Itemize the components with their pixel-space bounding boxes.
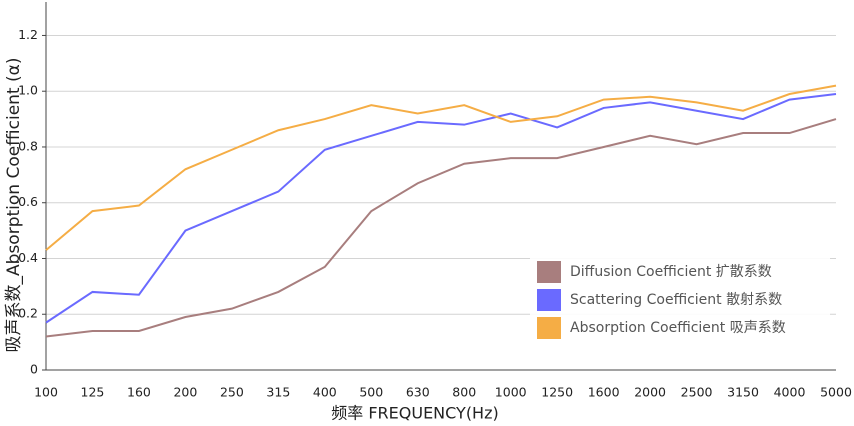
legend-label: Scattering Coefficient 散射系数 [570,292,782,308]
legend-label: Absorption Coefficient 吸声系数 [570,320,786,336]
y-tick-label: 0 [30,362,38,377]
legend-swatch [537,261,561,283]
x-tick-label: 160 [127,385,151,400]
x-tick-label: 2000 [634,385,666,400]
y-tick-label: 0.4 [18,250,38,265]
series-line [45,93,837,324]
y-tick-label: 1.2 [18,27,38,42]
legend-swatch [537,317,561,339]
legend-swatch [537,289,561,311]
x-tick-label: 800 [452,385,476,400]
x-tick-label: 630 [406,385,430,400]
x-tick-label: 4000 [774,385,806,400]
legend-label: Diffusion Coefficient 扩散系数 [570,264,772,280]
y-tick-label: 1.0 [18,83,38,98]
y-tick-label: 0.6 [18,194,38,209]
x-tick-label: 2500 [681,385,713,400]
series-line [45,118,837,338]
x-tick-label: 400 [313,385,337,400]
y-tick-label: 0.8 [18,138,38,153]
x-tick-label: 1600 [588,385,620,400]
x-tick-label: 100 [34,385,58,400]
x-tick-label: 3150 [727,385,759,400]
legend-box [530,255,830,347]
y-axis-title: 吸声系数_Absorption Coefficient (α) [4,58,24,353]
x-tick-label: 250 [220,385,244,400]
x-tick-label: 315 [266,385,290,400]
x-tick-label: 1250 [541,385,573,400]
x-tick-label: 500 [359,385,383,400]
x-axis-title: 频率 FREQUENCY(Hz) [331,404,498,423]
x-tick-label: 5000 [820,385,852,400]
x-tick-label: 200 [173,385,197,400]
x-tick-label: 125 [81,385,105,400]
series-line [45,84,837,251]
x-tick-label: 1000 [495,385,527,400]
y-tick-label: 0.2 [18,306,38,321]
